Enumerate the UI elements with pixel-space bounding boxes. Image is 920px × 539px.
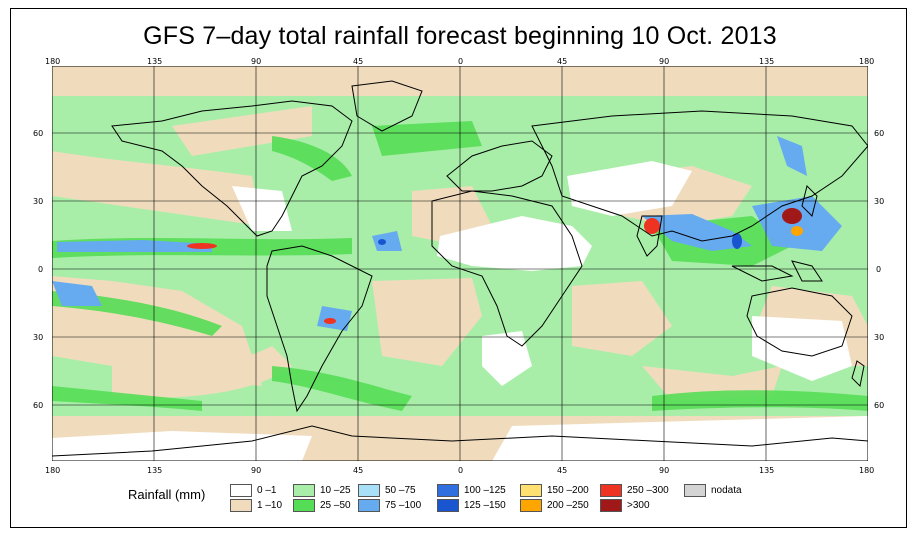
lon-tick-bottom: 90 (659, 466, 670, 475)
legend-label: nodata (711, 485, 742, 496)
lon-tick-bottom: 180 (45, 466, 61, 475)
legend-swatch (600, 499, 622, 512)
lon-tick-top: 90 (659, 57, 670, 66)
legend-swatch (293, 499, 315, 512)
legend-swatch (600, 484, 622, 497)
lon-tick-bottom: 135 (147, 466, 163, 475)
legend-swatch (293, 484, 315, 497)
lat-tick-right: 60 (874, 129, 885, 138)
heavy-rain-regions (52, 136, 842, 331)
graticule (52, 66, 868, 461)
legend-label: 150 –200 (547, 485, 589, 496)
lat-tick-right: 30 (874, 197, 885, 206)
legend-label: 1 –10 (257, 500, 283, 511)
lon-tick-bottom: 45 (353, 466, 364, 475)
legend-swatch (230, 499, 252, 512)
lon-tick-top: 90 (251, 57, 262, 66)
lon-tick-top: 135 (147, 57, 163, 66)
map-title: GFS 7–day total rainfall forecast beginn… (143, 22, 777, 50)
lat-tick-left: 60 (33, 129, 44, 138)
lon-tick-top: 0 (458, 57, 464, 66)
lat-tick-right: 60 (874, 401, 885, 410)
legend-swatch (230, 484, 252, 497)
lat-tick-left: 30 (33, 333, 44, 342)
legend-label: >300 (627, 500, 650, 511)
legend-label: 250 –300 (627, 485, 669, 496)
legend-swatch (520, 484, 542, 497)
legend-swatch (358, 484, 380, 497)
legend-swatch (437, 499, 459, 512)
rainfall-map (52, 66, 868, 461)
legend-label: 75 –100 (385, 500, 422, 511)
lat-tick-right: 0 (876, 265, 882, 274)
legend-title: Rainfall (mm) (128, 487, 206, 502)
legend-label: 100 –125 (464, 485, 506, 496)
lat-tick-left: 30 (33, 197, 44, 206)
legend-label: 125 –150 (464, 500, 506, 511)
lon-tick-top: 135 (759, 57, 775, 66)
legend-swatch (437, 484, 459, 497)
coastlines (52, 80, 868, 457)
lon-tick-bottom: 0 (458, 466, 464, 475)
lon-tick-bottom: 180 (859, 466, 875, 475)
lat-tick-right: 30 (874, 333, 885, 342)
moderate-rain-regions (52, 121, 868, 411)
legend-label: 50 –75 (385, 485, 416, 496)
lon-tick-bottom: 135 (759, 466, 775, 475)
lon-tick-top: 45 (557, 57, 568, 66)
lon-tick-top: 180 (45, 57, 61, 66)
lon-tick-top: 180 (859, 57, 875, 66)
extreme-rain-spots (187, 208, 803, 324)
legend-label: 10 –25 (320, 485, 351, 496)
lon-tick-bottom: 45 (557, 466, 568, 475)
legend-swatch (358, 499, 380, 512)
legend-label: 0 –1 (257, 485, 277, 496)
lat-tick-left: 0 (38, 265, 44, 274)
legend-swatch (684, 484, 706, 497)
very-dry-regions (52, 161, 868, 461)
lon-tick-bottom: 90 (251, 466, 262, 475)
lat-tick-left: 60 (33, 401, 44, 410)
legend-swatch (520, 499, 542, 512)
legend-label: 200 –250 (547, 500, 589, 511)
figure-frame (10, 8, 907, 528)
lon-tick-top: 45 (353, 57, 364, 66)
legend-label: 25 –50 (320, 500, 351, 511)
